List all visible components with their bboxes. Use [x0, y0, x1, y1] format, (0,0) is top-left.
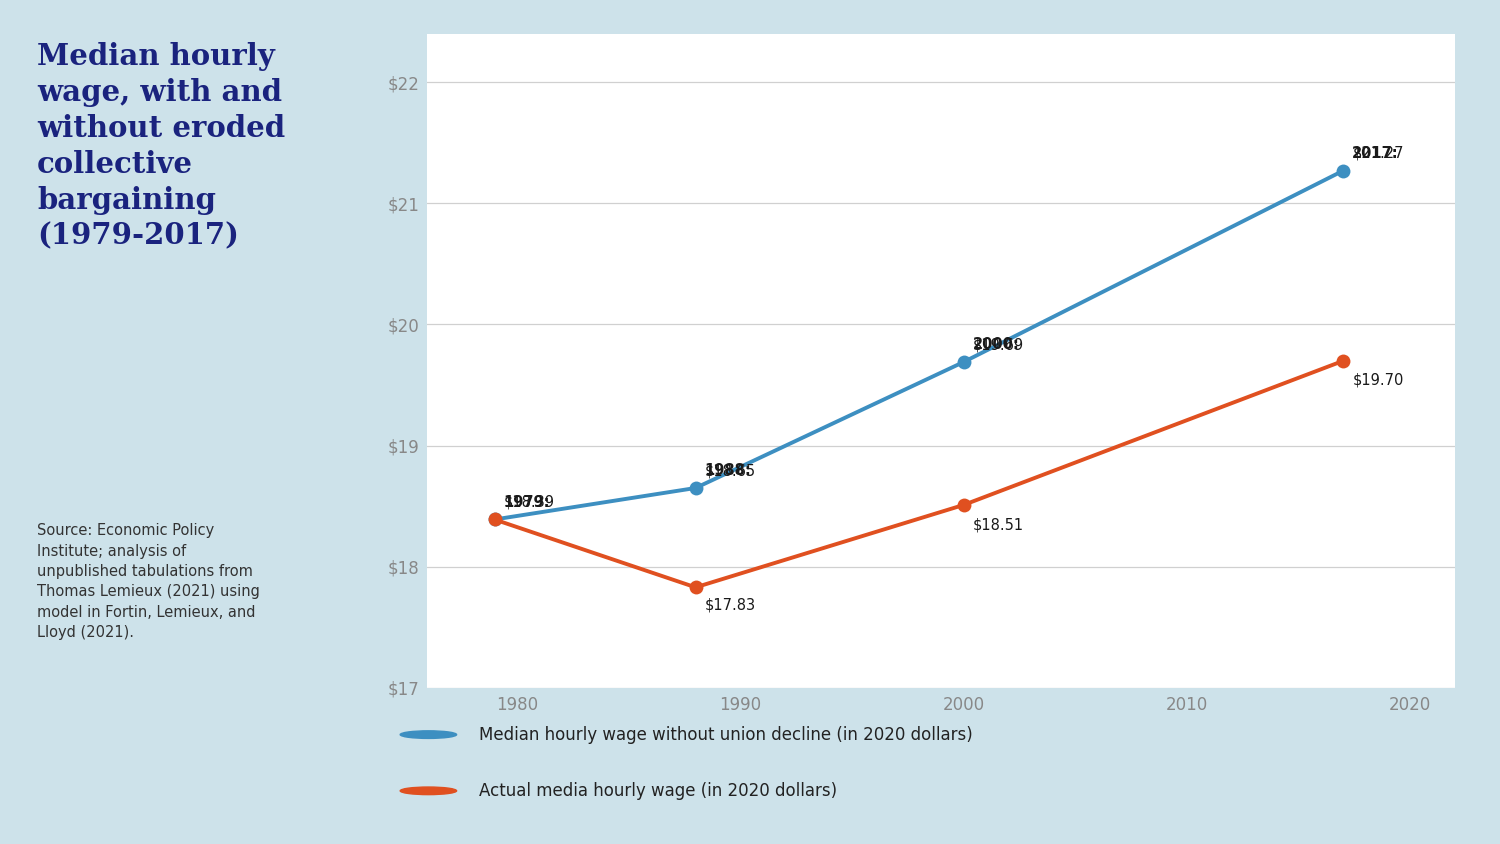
Circle shape — [400, 787, 456, 795]
Text: Source: Economic Policy
Institute; analysis of
unpublished tabulations from
Thom: Source: Economic Policy Institute; analy… — [38, 523, 260, 641]
Text: Median hourly
wage, with and
without eroded
collective
bargaining
(1979-2017): Median hourly wage, with and without ero… — [38, 42, 285, 251]
Text: 1979:: 1979: — [504, 495, 550, 510]
Text: Actual media hourly wage (in 2020 dollars): Actual media hourly wage (in 2020 dollar… — [478, 782, 837, 800]
Text: 2017:: 2017: — [1353, 146, 1400, 161]
Circle shape — [400, 731, 456, 738]
Text: $19.70: $19.70 — [1353, 373, 1404, 388]
Text: $17.83: $17.83 — [705, 597, 756, 612]
Text: 2000:: 2000: — [972, 338, 1020, 352]
Text: $18.51: $18.51 — [972, 517, 1023, 532]
Text: 1988:: 1988: — [705, 463, 752, 479]
Text: Median hourly wage without union decline (in 2020 dollars): Median hourly wage without union decline… — [478, 726, 974, 744]
Text: $18.39: $18.39 — [504, 478, 555, 510]
Text: $21.27: $21.27 — [1353, 128, 1404, 161]
Text: $19.69: $19.69 — [972, 320, 1023, 352]
Text: $18.65: $18.65 — [705, 446, 756, 479]
